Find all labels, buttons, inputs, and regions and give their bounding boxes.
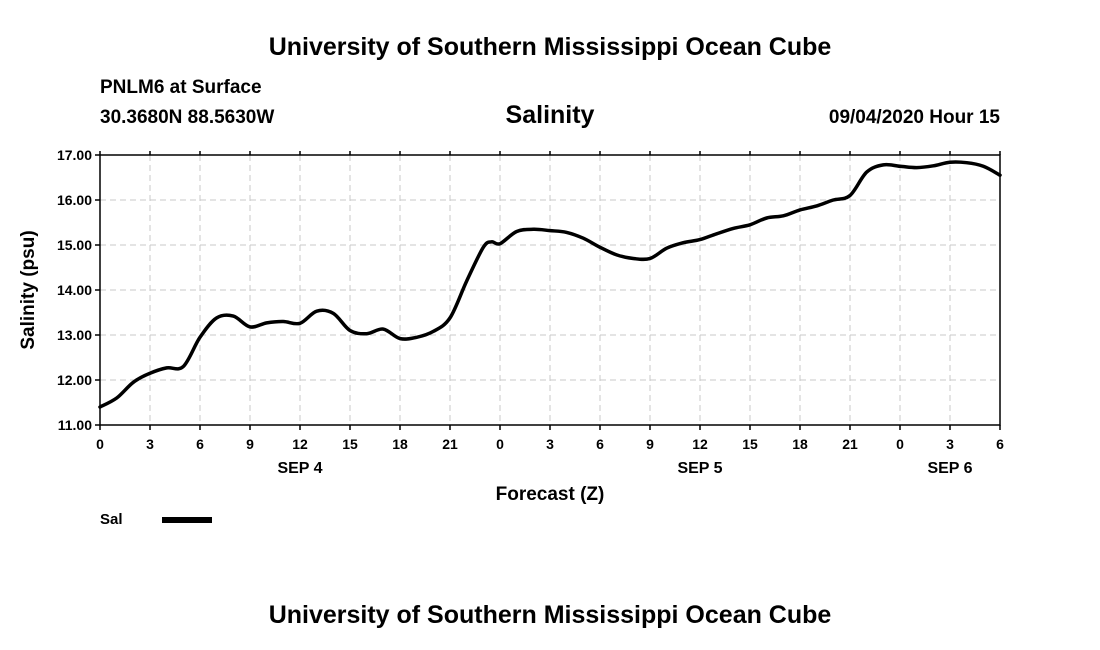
x-tick-label: 6 [996,436,1004,452]
y-tick-label: 11.00 [58,417,92,433]
x-tick-label: 12 [692,436,708,452]
y-tick-label: 14.00 [57,282,92,298]
day-label: SEP 5 [677,460,722,477]
x-tick-label: 3 [146,436,154,452]
chart-title-bottom: University of Southern Mississippi Ocean… [268,601,832,629]
legend-label: Sal [100,511,123,528]
x-tick-label: 9 [246,436,254,452]
axis-ticks: 11.00 12.00 13.00 14.00 15.00 16.00 17.00 0 3 6 9 1… [57,147,1004,477]
x-tick-label: 21 [842,436,858,452]
x-tick-label: 18 [792,436,808,452]
day-label: SEP 4 [277,460,322,477]
x-tick-label: 15 [742,436,758,452]
x-tick-label: 3 [946,436,954,452]
y-tick-label: 17.00 [57,147,92,163]
x-tick-label: 6 [196,436,204,452]
x-tick-label: 0 [96,436,104,452]
x-tick-label: 0 [896,436,904,452]
x-tick-label: 3 [546,436,554,452]
x-tick-label: 9 [646,436,654,452]
y-tick-label: 13.00 [57,327,92,343]
chart-title-top: University of Southern Mississippi Ocean… [268,33,832,61]
x-tick-label: 21 [442,436,458,452]
station-coordinates: 30.3680N 88.5630W [100,107,275,128]
x-tick-label: 6 [596,436,604,452]
x-tick-label: 15 [342,436,358,452]
day-label: SEP 6 [927,460,972,477]
y-axis-title: Salinity (psu) [18,230,39,349]
y-tick-label: 15.00 [57,237,92,253]
x-axis-title: Forecast (Z) [496,484,605,505]
y-tick-label: 16.00 [57,192,92,208]
x-tick-label: 18 [392,436,408,452]
y-tick-label: 12.00 [57,372,92,388]
x-tick-label: 12 [292,436,308,452]
series-line-sal [98,160,1002,409]
legend-line-swatch [162,517,212,523]
chart-subtitle-salinity: Salinity [505,101,595,129]
issue-datetime: 09/04/2020 Hour 15 [828,107,1000,128]
station-name: PNLM6 at Surface [100,77,262,98]
series-layer [98,160,1002,409]
x-tick-label: 0 [496,436,504,452]
grid-lines [99,154,1001,426]
